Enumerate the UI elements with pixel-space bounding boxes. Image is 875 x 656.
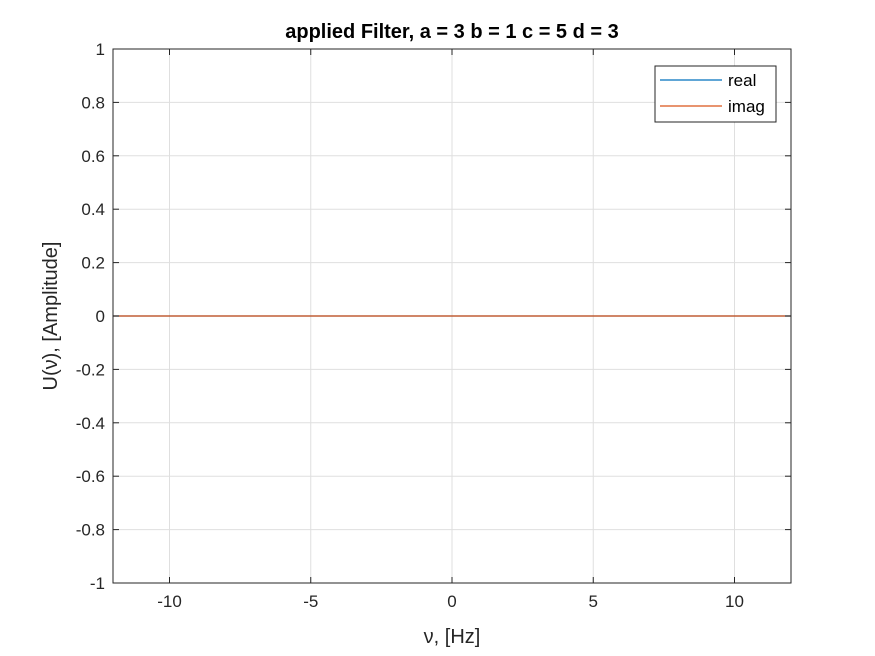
y-tick-label: 1 (96, 40, 105, 59)
x-tick-label: 10 (725, 592, 744, 611)
y-tick-label: -1 (90, 574, 105, 593)
x-axis-label: ν, [Hz] (424, 626, 481, 648)
legend: real imag (654, 65, 777, 123)
x-tick-label: 5 (589, 592, 598, 611)
ticks: -10 -5 0 5 10 -1 -0.8 -0.6 -0.4 -0.2 0 0.2 0.4 0.6 0.8… (76, 40, 791, 611)
y-tick-label: 0.6 (81, 147, 105, 166)
x-tick-label: -10 (157, 592, 182, 611)
y-tick-label: -0.4 (76, 414, 105, 433)
legend-box (654, 65, 777, 123)
y-tick-label: 0.8 (81, 93, 105, 112)
y-tick-label: -0.6 (76, 467, 105, 486)
chart-title: applied Filter, a = 3 b = 1 c = 5 d = 3 (285, 21, 619, 43)
x-tick-label: -5 (303, 592, 318, 611)
y-axis-label: U(ν), [Amplitude] (40, 242, 62, 391)
legend-label-real: real (728, 71, 756, 90)
y-tick-label: -0.8 (76, 521, 105, 540)
legend-label-imag: imag (728, 97, 765, 116)
y-tick-label: -0.2 (76, 360, 105, 379)
x-tick-label: 0 (447, 592, 456, 611)
y-tick-label: 0.4 (81, 200, 105, 219)
y-tick-label: 0 (96, 307, 105, 326)
y-tick-label: 0.2 (81, 254, 105, 273)
plot-area: -10 -5 0 5 10 -1 -0.8 -0.6 -0.4 -0.2 0 0.2 0.4 0.6 0.8… (76, 40, 792, 611)
